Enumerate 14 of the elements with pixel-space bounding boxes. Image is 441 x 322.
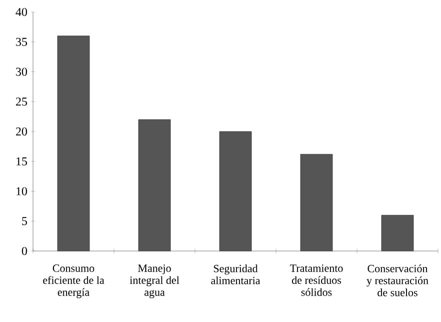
y-tick-label: 30 [16, 68, 28, 76]
x-tick-label: Tratamiento de resíduos sólidos [290, 264, 343, 296]
y-tick-label: 25 [16, 98, 28, 106]
y-tick-label: 20 [16, 127, 28, 136]
y-tick-label: 0 [22, 246, 28, 256]
x-tick-label: Seguridad alimentaria [211, 264, 260, 284]
y-tick-label: 40 [16, 8, 28, 16]
y-tick-label: 5 [22, 217, 28, 226]
y-tick-label: 35 [16, 38, 28, 46]
y-tick-label: 10 [16, 187, 28, 196]
x-tick-label: Conservación y restauración de suelos [366, 264, 428, 296]
x-tick-label: Consumo eficiente de la energía [43, 264, 104, 298]
x-tick-label: Manejo integral del agua [130, 264, 180, 298]
y-tick-label: 15 [16, 157, 28, 166]
